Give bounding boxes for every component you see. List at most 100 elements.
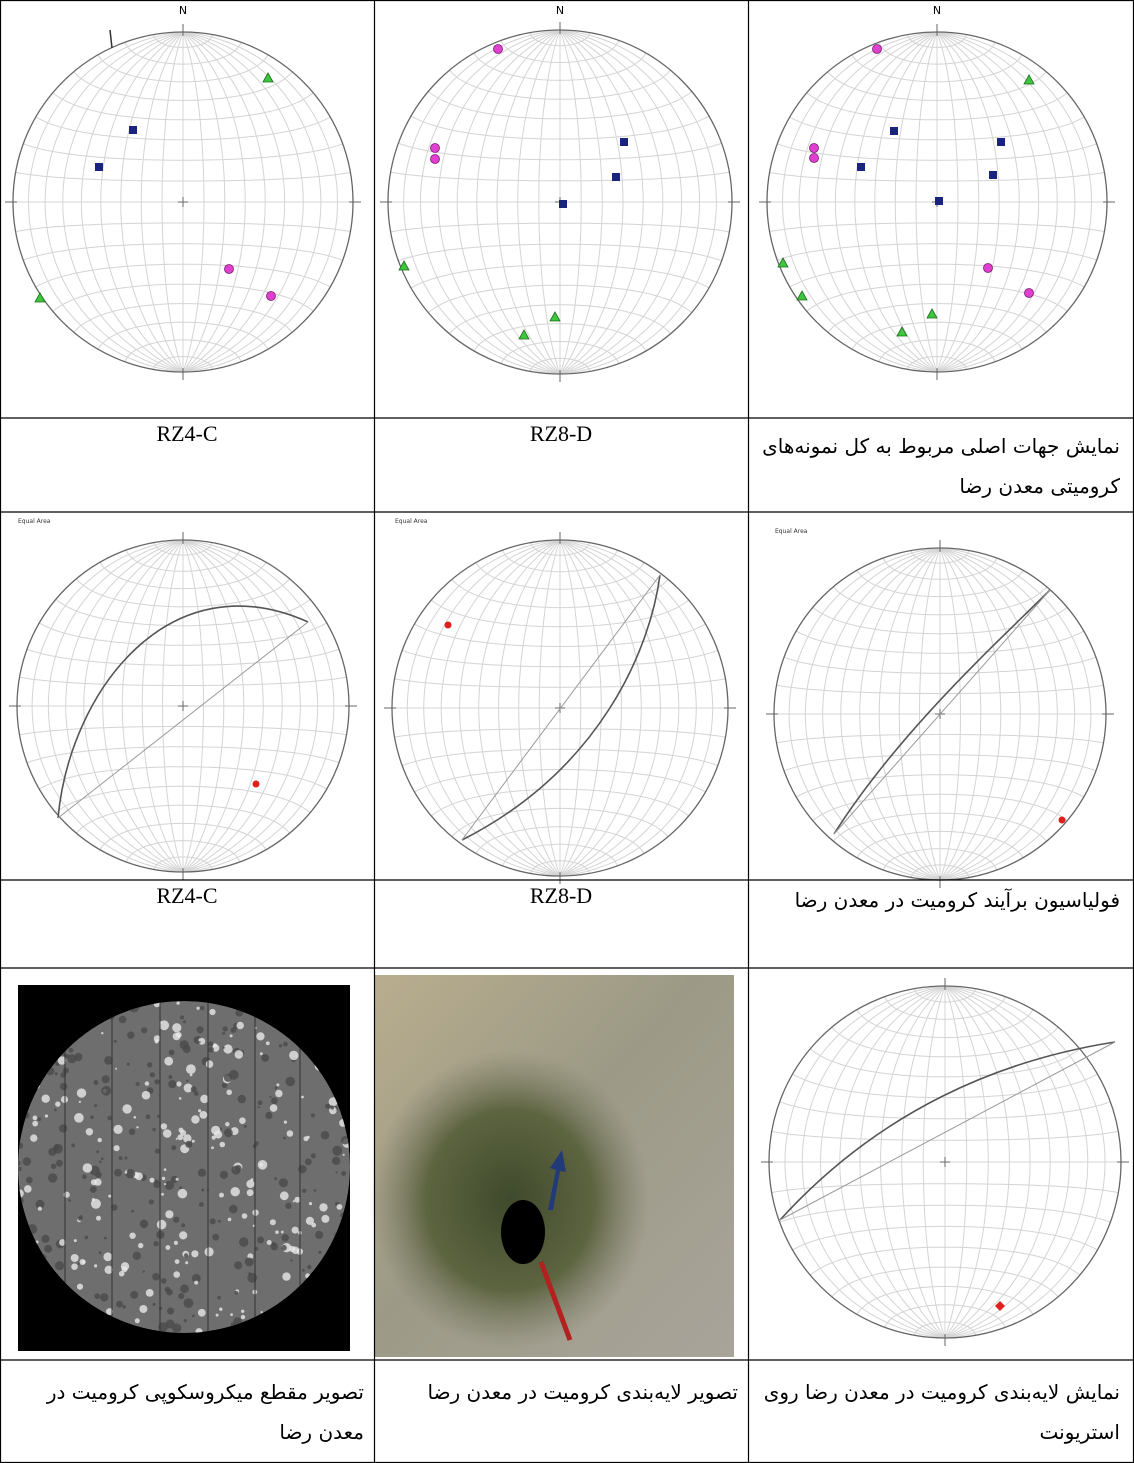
grain xyxy=(101,1075,110,1084)
grain xyxy=(85,1128,94,1136)
grain xyxy=(99,1160,102,1164)
grain xyxy=(310,1113,315,1118)
plane-trace xyxy=(57,621,309,819)
grain xyxy=(219,1141,226,1148)
grain xyxy=(135,1172,143,1181)
grain xyxy=(90,1198,101,1209)
grain xyxy=(175,1137,178,1140)
grain xyxy=(103,1252,113,1262)
photo-hole xyxy=(501,1200,545,1264)
grain xyxy=(183,1298,194,1308)
grain xyxy=(281,1234,289,1242)
net-parallel xyxy=(99,561,267,590)
grain xyxy=(53,1144,60,1151)
pole-point xyxy=(1058,816,1066,824)
net-parallel xyxy=(851,54,1023,83)
pole-square xyxy=(129,126,137,134)
grain xyxy=(157,1114,160,1118)
grain xyxy=(128,1128,136,1136)
grain xyxy=(222,1026,228,1032)
net-parallel xyxy=(783,656,1097,674)
pole-square xyxy=(890,127,898,135)
grain xyxy=(227,1217,232,1222)
net-parallel xyxy=(795,774,1085,798)
grain xyxy=(173,1271,180,1278)
grain xyxy=(236,1021,244,1030)
grain xyxy=(208,1041,214,1047)
grain xyxy=(257,1236,264,1244)
grain xyxy=(224,1128,233,1138)
grain xyxy=(171,1145,177,1151)
grain xyxy=(189,1073,193,1077)
photo-arrow xyxy=(548,1150,566,1210)
pole-triangle xyxy=(34,292,46,303)
grain xyxy=(257,1106,260,1109)
grain xyxy=(307,1264,312,1270)
grain xyxy=(302,1268,305,1272)
pole-circle xyxy=(430,154,440,164)
net-parallel xyxy=(884,996,1006,1020)
grain xyxy=(181,1223,186,1228)
grain xyxy=(234,1290,239,1295)
grain xyxy=(147,1062,153,1068)
net-parallel xyxy=(410,115,710,140)
net-parallel xyxy=(97,54,269,83)
grain xyxy=(126,1062,130,1066)
net-parallel xyxy=(812,606,1068,635)
grain xyxy=(54,1261,65,1271)
grain xyxy=(59,1239,66,1246)
grain xyxy=(305,1216,314,1225)
grain xyxy=(82,1163,93,1173)
grain xyxy=(196,1026,204,1034)
grain xyxy=(291,1246,299,1255)
grain xyxy=(18,1142,24,1150)
net-parallel xyxy=(907,355,967,370)
net-type-label: Equal Area xyxy=(395,518,428,525)
pole-circle xyxy=(809,153,819,163)
grain xyxy=(176,1081,182,1087)
grain xyxy=(237,1094,246,1104)
grain xyxy=(32,1120,39,1127)
grain xyxy=(108,1194,112,1198)
grain xyxy=(185,1261,189,1265)
grain xyxy=(132,1251,141,1261)
pole-square xyxy=(997,138,1005,146)
net-parallel xyxy=(795,630,1085,654)
grain xyxy=(98,1251,102,1255)
net-parallel xyxy=(827,71,1047,101)
great-circle xyxy=(57,605,309,819)
grain xyxy=(310,1153,316,1159)
caption: نمایش جهات اصلی مربوط به کل نمونه‌های کر… xyxy=(762,434,1120,498)
grain xyxy=(122,1305,126,1309)
grain xyxy=(22,1157,32,1166)
grain xyxy=(313,1189,317,1192)
grain xyxy=(104,1265,113,1275)
grain xyxy=(160,1123,168,1130)
grain xyxy=(239,1237,249,1247)
net-parallel xyxy=(882,848,998,871)
grain xyxy=(133,1116,137,1119)
grain xyxy=(89,1165,100,1176)
grain xyxy=(154,1179,159,1184)
grain xyxy=(280,1230,284,1234)
grain xyxy=(94,1104,98,1108)
grain xyxy=(191,1115,200,1124)
grain xyxy=(241,1309,245,1314)
caption: RZ4-C xyxy=(156,421,218,446)
grain xyxy=(330,1105,335,1110)
net-parallel xyxy=(430,788,690,817)
net-parallel xyxy=(427,284,693,313)
grain xyxy=(145,1114,151,1120)
grain xyxy=(219,1170,228,1179)
grain xyxy=(135,1082,140,1086)
grain xyxy=(221,1082,228,1089)
plane-trace xyxy=(779,1041,1116,1221)
grain xyxy=(320,1130,330,1140)
grain xyxy=(18,1160,21,1166)
caption: RZ8-D xyxy=(529,421,593,446)
grain xyxy=(78,1216,82,1221)
grain xyxy=(93,1080,99,1085)
grain xyxy=(141,1027,148,1034)
grain xyxy=(141,1090,151,1100)
pole-square xyxy=(95,163,103,171)
